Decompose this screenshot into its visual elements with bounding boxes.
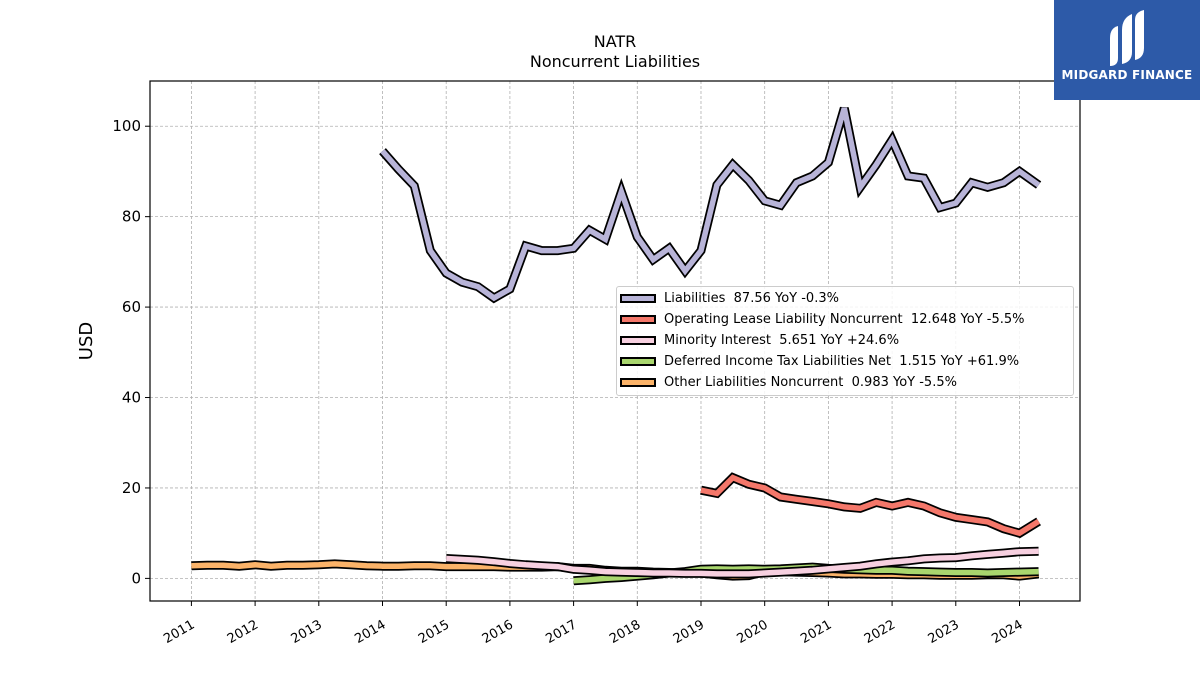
x-tick-label: 2018 [607, 617, 643, 647]
plot-frame [149, 80, 1081, 602]
y-axis-label: USD [76, 322, 97, 360]
series-line [380, 107, 1041, 302]
y-tick-label: 40 [122, 389, 141, 407]
brand-name: MIDGARD FINANCE [1061, 68, 1193, 82]
legend-label: Liabilities 87.56 YoY -0.3% [664, 290, 839, 306]
legend-item: Liabilities 87.56 YoY -0.3% [617, 288, 839, 308]
legend-swatch [620, 377, 656, 387]
x-tick-label: 2015 [416, 617, 452, 647]
x-tick-label: 2013 [289, 617, 325, 647]
legend-label: Deferred Income Tax Liabilities Net 1.51… [664, 353, 1020, 369]
legend-item: Deferred Income Tax Liabilities Net 1.51… [617, 351, 1019, 371]
legend-label: Other Liabilities Noncurrent 0.983 YoY -… [664, 374, 957, 390]
series-minority-interest [445, 546, 1039, 579]
y-tick-label: 20 [122, 479, 141, 497]
x-tick-label: 2017 [543, 617, 579, 647]
y-tick-label: 100 [112, 117, 141, 135]
legend-label: Minority Interest 5.651 YoY +24.6% [664, 332, 900, 348]
legend-swatch [620, 356, 656, 366]
x-tick-label: 2022 [862, 617, 898, 647]
x-tick-label: 2011 [161, 617, 197, 647]
legend: Liabilities 87.56 YoY -0.3% Operating Le… [616, 286, 1074, 396]
x-tick-label: 2019 [671, 617, 707, 647]
legend-item: Operating Lease Liability Noncurrent 12.… [617, 309, 1025, 329]
x-tick-label: 2024 [989, 617, 1025, 647]
chart-title: NATR [593, 32, 637, 51]
x-tick-label: 2023 [926, 617, 962, 647]
x-tick-label: 2014 [352, 617, 388, 647]
series-liabilities [379, 106, 1042, 304]
series-layer [191, 106, 1042, 586]
legend-swatch [620, 335, 656, 345]
brand-mark-icon [1110, 10, 1144, 66]
legend-label: Operating Lease Liability Noncurrent 12.… [664, 311, 1025, 327]
brand-logo: MIDGARD FINANCE [1054, 0, 1200, 100]
x-tick-label: 2012 [225, 617, 261, 647]
series-operating-lease-liability-noncurrent [700, 472, 1041, 539]
legend-item: Minority Interest 5.651 YoY +24.6% [617, 330, 899, 350]
y-tick-label: 0 [131, 569, 141, 587]
x-tick-label: 2021 [798, 617, 834, 647]
legend-swatch [620, 293, 656, 303]
x-tick-label: 2016 [480, 617, 516, 647]
series-line [700, 474, 1041, 537]
y-tick-label: 80 [122, 208, 141, 226]
series-line [446, 548, 1039, 577]
legend-swatch [620, 314, 656, 324]
legend-item: Other Liabilities Noncurrent 0.983 YoY -… [617, 372, 957, 392]
chart-subtitle: Noncurrent Liabilities [529, 52, 701, 71]
y-tick-label: 60 [122, 298, 141, 316]
x-tick-label: 2020 [735, 617, 771, 647]
